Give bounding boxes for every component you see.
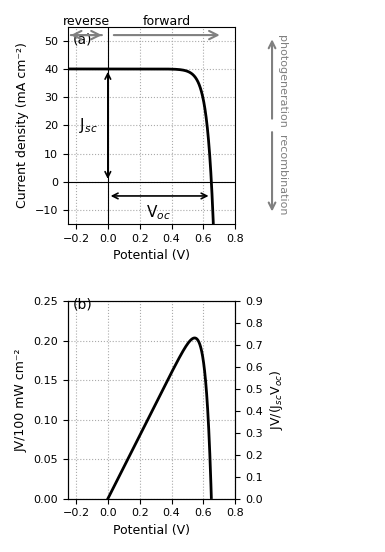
- Text: reverse: reverse: [63, 15, 110, 28]
- Text: J$_{sc}$: J$_{sc}$: [79, 116, 98, 135]
- Y-axis label: JV/(J$_{sc}$V$_{oc}$): JV/(J$_{sc}$V$_{oc}$): [268, 370, 285, 430]
- Text: (a): (a): [73, 32, 92, 46]
- Text: photogeneration: photogeneration: [277, 35, 287, 129]
- X-axis label: Potential (V): Potential (V): [113, 250, 190, 262]
- Text: forward: forward: [143, 15, 191, 28]
- Text: recombination: recombination: [277, 135, 287, 215]
- Y-axis label: Current density (mA cm⁻²): Current density (mA cm⁻²): [17, 43, 29, 208]
- X-axis label: Potential (V): Potential (V): [113, 524, 190, 537]
- Text: (b): (b): [73, 297, 92, 311]
- Y-axis label: JV/100 mW cm⁻²: JV/100 mW cm⁻²: [15, 348, 28, 452]
- Text: V$_{oc}$: V$_{oc}$: [146, 203, 171, 222]
